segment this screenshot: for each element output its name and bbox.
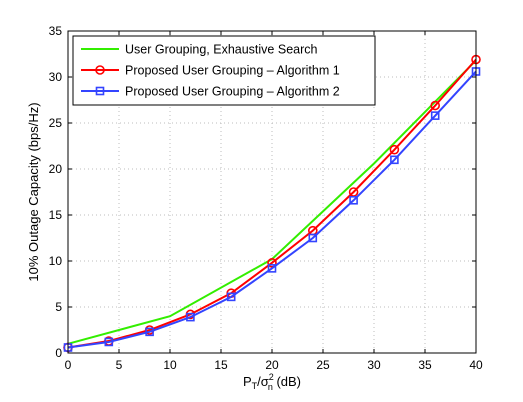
y-axis-label: 10% Outage Capacity (bps/Hz) [26,102,41,281]
square-marker [390,155,399,165]
square-marker [308,233,318,243]
x-tick-label: 30 [367,358,381,372]
square-marker [267,264,277,273]
x-tick-label: 20 [265,358,279,372]
y-tick-label: 25 [49,116,63,130]
series-line [67,70,477,349]
legend-item-1: User Grouping, Exhaustive Search [81,43,318,57]
plot-series [63,54,481,353]
x-tick-label: 40 [469,358,483,372]
circle-marker [95,65,105,75]
x-axis-label-sup: 2 [269,372,274,382]
legend-label: Proposed User Grouping – Algorithm 1 [125,64,340,78]
square-marker [145,327,154,337]
legend-box [72,35,376,106]
y-tick-label: 35 [49,24,63,38]
square-marker [349,195,358,205]
x-axis-label-unit: (dB) [273,374,301,389]
x-axis-label-base: P [243,374,252,389]
x-axis-label-sub1: T [252,381,258,391]
y-tick-label: 20 [49,162,63,176]
y-tick-label: 5 [55,300,62,314]
legend-item-2: Proposed User Grouping – Algorithm 1 [81,64,340,78]
square-marker [430,111,440,120]
legend: User Grouping, Exhaustive Search Proposed… [72,35,376,106]
x-axis-label-sub2: n [268,382,273,392]
x-axis-label-slash: /σ [257,374,269,389]
x-tick-label: 25 [316,358,330,372]
axis-ticks: 0 5 10 15 20 25 30 35 40 0 5 10 15 20 25 30 35 [49,24,483,372]
y-tick-label: 15 [49,208,63,222]
x-axis-label: PT/σ2 n (dB) [243,372,301,392]
y-tick-label: 30 [49,70,63,84]
circle-marker [389,144,400,155]
x-tick-label: 15 [214,358,228,372]
series-3 [63,67,481,352]
x-tick-label: 35 [418,358,432,372]
legend-item-3: Proposed User Grouping – Algorithm 2 [81,85,340,99]
square-marker [104,337,114,347]
y-tick-label: 10 [49,254,63,268]
square-marker [186,312,195,322]
x-tick-label: 10 [163,358,177,372]
x-tick-label: 0 [65,358,72,372]
legend-label: Proposed User Grouping – Algorithm 2 [125,85,340,99]
series-line [67,58,477,349]
y-tick-label: 0 [55,346,62,360]
circle-marker [430,100,441,111]
x-tick-label: 5 [116,358,123,372]
square-marker [95,86,105,96]
circle-marker [267,258,277,268]
legend-label: User Grouping, Exhaustive Search [125,43,318,57]
square-marker [226,292,236,302]
